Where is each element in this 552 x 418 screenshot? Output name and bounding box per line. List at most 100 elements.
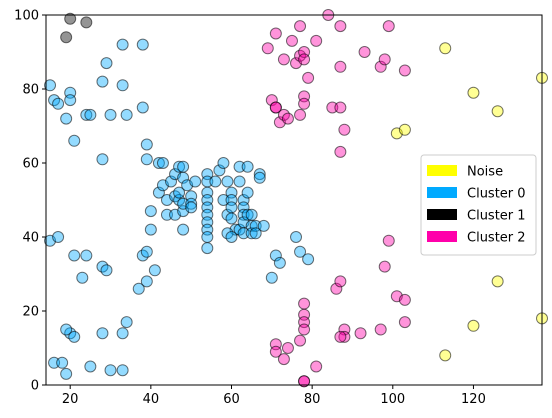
data-point <box>100 57 113 70</box>
y-tick-label: 60 <box>22 157 39 172</box>
data-point <box>148 264 161 277</box>
data-point <box>273 256 286 269</box>
data-point <box>334 145 347 158</box>
y-tick-label: 0 <box>31 379 39 394</box>
data-point <box>96 75 109 88</box>
data-point <box>152 186 165 199</box>
data-point <box>398 293 411 306</box>
y-tick-label: 80 <box>22 83 39 98</box>
data-point <box>285 34 298 47</box>
data-point <box>330 282 343 295</box>
data-point <box>68 330 81 343</box>
data-point <box>177 160 190 173</box>
data-point <box>302 71 315 84</box>
legend-swatch <box>427 165 457 176</box>
data-point <box>233 175 246 188</box>
data-point <box>132 282 145 295</box>
x-tick-label: 40 <box>143 392 160 407</box>
data-point <box>334 275 347 288</box>
data-point <box>269 345 282 358</box>
data-point <box>96 327 109 340</box>
data-point <box>354 327 367 340</box>
data-point <box>173 186 186 199</box>
data-point <box>294 245 307 258</box>
data-point <box>253 168 266 181</box>
data-point <box>439 42 452 55</box>
data-point <box>241 160 254 173</box>
data-point <box>60 31 73 44</box>
data-point <box>189 175 202 188</box>
data-point <box>104 108 117 121</box>
data-point <box>294 108 307 121</box>
data-point <box>201 242 214 255</box>
data-point <box>491 105 504 118</box>
data-point <box>298 375 311 388</box>
x-tick-label: 100 <box>380 392 405 407</box>
data-point <box>241 208 254 221</box>
data-point <box>60 323 73 336</box>
data-point <box>277 353 290 366</box>
data-point <box>80 108 93 121</box>
data-point <box>144 223 157 236</box>
data-point <box>245 227 258 240</box>
data-point <box>60 367 73 380</box>
data-point <box>334 60 347 73</box>
data-point <box>310 34 323 47</box>
y-tick-label: 40 <box>22 231 39 246</box>
legend-swatch <box>427 231 457 242</box>
plot-frame <box>45 14 543 386</box>
data-point <box>261 42 274 55</box>
data-point <box>60 112 73 125</box>
data-point <box>116 38 129 51</box>
data-point <box>265 94 278 107</box>
data-point <box>185 197 198 210</box>
data-point <box>185 201 198 214</box>
data-point <box>382 234 395 247</box>
data-point <box>136 38 149 51</box>
data-point <box>96 153 109 166</box>
data-point <box>269 101 282 114</box>
data-point <box>140 275 153 288</box>
data-point <box>116 327 129 340</box>
data-point <box>265 271 278 284</box>
data-point <box>374 323 387 336</box>
x-tick-label: 80 <box>304 392 321 407</box>
data-point <box>177 223 190 236</box>
legend-label: Cluster 1 <box>467 209 526 224</box>
y-tick-label: 100 <box>14 9 39 24</box>
data-point <box>173 160 186 173</box>
data-point <box>467 319 480 332</box>
data-point <box>201 231 214 243</box>
x-axis-ticks: 20 40 60 80 100 120 <box>62 385 486 407</box>
data-point <box>298 53 311 66</box>
data-point <box>398 316 411 329</box>
data-point <box>378 53 391 66</box>
x-tick-label: 60 <box>223 392 240 407</box>
data-point <box>152 157 165 169</box>
data-point <box>253 171 266 184</box>
data-point <box>120 316 133 329</box>
data-point <box>334 330 347 343</box>
data-point <box>294 20 307 33</box>
data-point <box>64 94 77 107</box>
data-point <box>281 112 294 125</box>
data-point <box>225 231 238 243</box>
data-point <box>120 108 133 121</box>
data-point <box>398 123 411 136</box>
legend-swatch <box>427 187 457 198</box>
data-point <box>80 16 93 29</box>
data-point <box>467 86 480 99</box>
data-point <box>104 364 117 377</box>
data-point <box>80 249 93 262</box>
data-point <box>338 123 351 136</box>
data-point <box>177 171 190 184</box>
data-point <box>269 27 282 40</box>
data-point <box>140 153 153 166</box>
data-point <box>76 271 89 284</box>
data-point <box>257 219 270 232</box>
legend-label: Noise <box>467 165 503 180</box>
data-point <box>56 356 69 369</box>
data-point <box>213 164 226 177</box>
data-point <box>382 20 395 33</box>
